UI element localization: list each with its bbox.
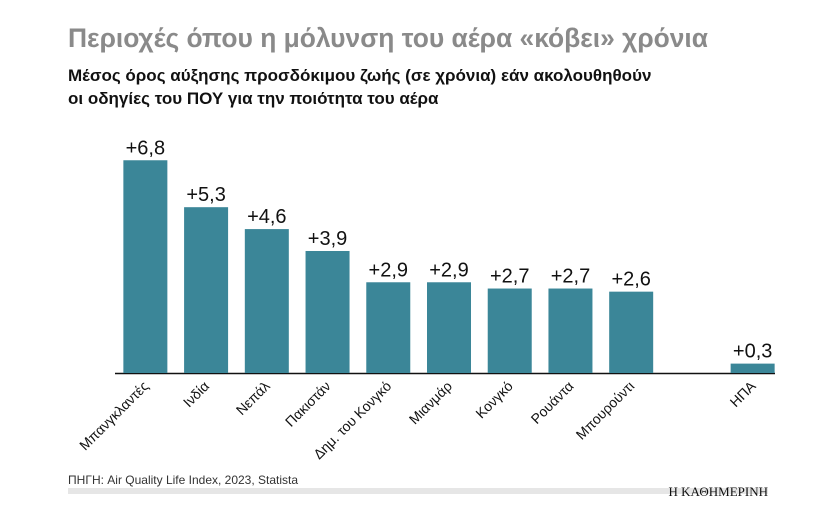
value-label: +4,6 [247,206,286,228]
bar [305,250,350,373]
bar [730,363,775,373]
value-label: +0,3 [733,341,772,363]
x-tick-label: Μπανγκλαντές [76,378,152,454]
publisher: Η ΚΑΘΗΜΕΡΙΝΗ [669,484,769,499]
bar [609,291,654,373]
x-tick-label: Κονγκό [472,378,516,422]
x-tick-label: Μιανμάρ [406,378,456,428]
x-tick-label: Πακιστάν [282,378,334,430]
bar [427,282,471,373]
footer-bar [68,488,768,494]
x-tick-label: Μπουρούντι [573,378,638,443]
source: ΠΗΓΗ: Air Quality Life Index, 2023, Stat… [68,473,298,487]
bar [548,288,593,373]
value-label: +2,9 [369,259,408,281]
x-tick-label: Ινδία [180,378,212,410]
chart-title: Περιοχές όπου η μόλυνση του αέρα «κόβει»… [68,23,708,53]
bar [487,288,532,373]
chart-subtitle: οι οδηγίες του ΠΟΥ για την ποιότητα του … [68,89,439,108]
value-label: +6,8 [126,137,165,159]
bar [366,282,411,373]
x-tick-label: ΗΠΑ [727,377,760,410]
value-label: +2,7 [490,266,529,288]
chart-subtitle: Μέσος όρος αύξησης προσδόκιμου ζωής (σε … [68,66,651,85]
value-label: +2,6 [611,269,650,291]
x-tick-label: Ρουάντα [528,378,577,427]
value-label: +5,3 [186,184,225,206]
value-label: +2,9 [429,259,468,281]
bar [184,207,229,373]
bar [123,160,168,373]
value-label: +2,7 [551,266,590,288]
bar [244,229,289,373]
value-label: +3,9 [308,228,347,250]
x-tick-label: Νεπάλ [233,378,273,418]
